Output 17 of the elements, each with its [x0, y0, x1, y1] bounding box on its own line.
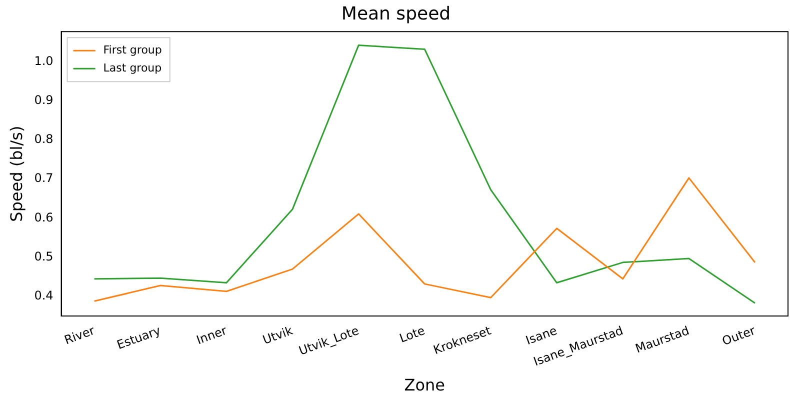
y-tick-label: 1.0	[34, 54, 54, 68]
y-tick-label: 0.9	[34, 92, 54, 107]
legend-label: First group	[103, 43, 162, 56]
x-tick-label: Lote	[398, 323, 427, 346]
legend-label: Last group	[103, 61, 162, 74]
x-tick-label: Outer	[720, 323, 758, 348]
y-tick-label: 0.4	[34, 288, 54, 303]
y-tick-label: 0.8	[34, 132, 54, 146]
x-tick-label: Inner	[194, 323, 229, 348]
y-tick-label: 0.7	[34, 171, 54, 186]
y-axis-title: Speed (bl/s)	[6, 126, 26, 222]
y-tick-label: 0.5	[34, 249, 54, 264]
x-axis-title: Zone	[404, 376, 446, 395]
x-tick-label: Utvik	[260, 323, 295, 348]
x-tick-label: River	[62, 323, 96, 348]
chart-title: Mean speed	[341, 3, 451, 24]
y-tick-label: 0.6	[34, 210, 54, 224]
